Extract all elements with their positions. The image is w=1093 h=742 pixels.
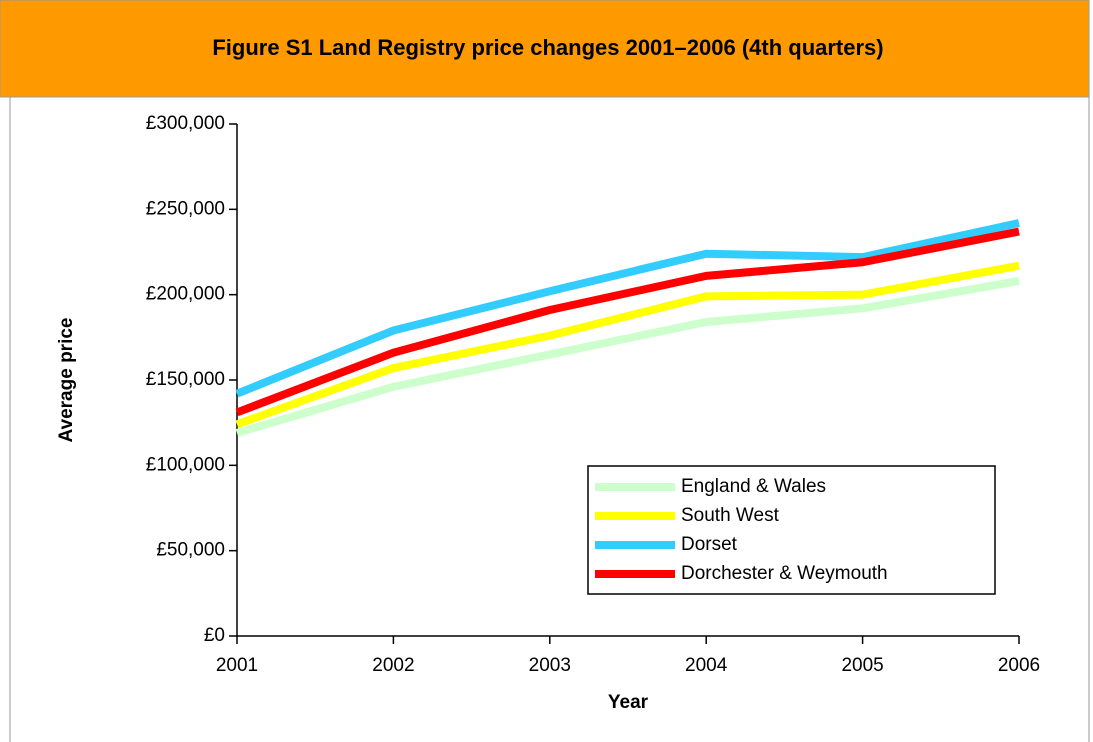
x-tick-label: 2001 (216, 655, 258, 676)
y-tick-label: £100,000 (146, 454, 225, 475)
y-tick-label: £200,000 (146, 284, 225, 305)
y-tick-label: £300,000 (146, 113, 225, 134)
legend-label: Dorchester & Weymouth (681, 563, 888, 584)
legend-label: Dorset (681, 534, 738, 555)
x-tick-label: 2003 (529, 655, 571, 676)
legend-label: South West (681, 505, 780, 526)
y-tick-label: £250,000 (146, 198, 225, 219)
chart-title: Figure S1 Land Registry price changes 20… (212, 35, 883, 60)
x-tick-label: 2004 (685, 655, 728, 676)
series-line (235, 261, 1020, 429)
y-tick-label: £150,000 (146, 369, 225, 390)
series-line (235, 227, 1020, 417)
y-tick-label: £0 (204, 625, 225, 646)
y-tick-label: £50,000 (156, 540, 225, 561)
title-bar (0, 0, 1090, 98)
x-tick-label: 2005 (841, 655, 883, 676)
series-line (235, 277, 1020, 437)
series-line (235, 219, 1020, 398)
x-tick-label: 2006 (998, 655, 1040, 676)
x-axis-title: Year (608, 692, 649, 713)
legend-label: England & Wales (681, 476, 826, 497)
y-axis-title: Average price (56, 318, 77, 443)
x-tick-label: 2002 (372, 655, 414, 676)
